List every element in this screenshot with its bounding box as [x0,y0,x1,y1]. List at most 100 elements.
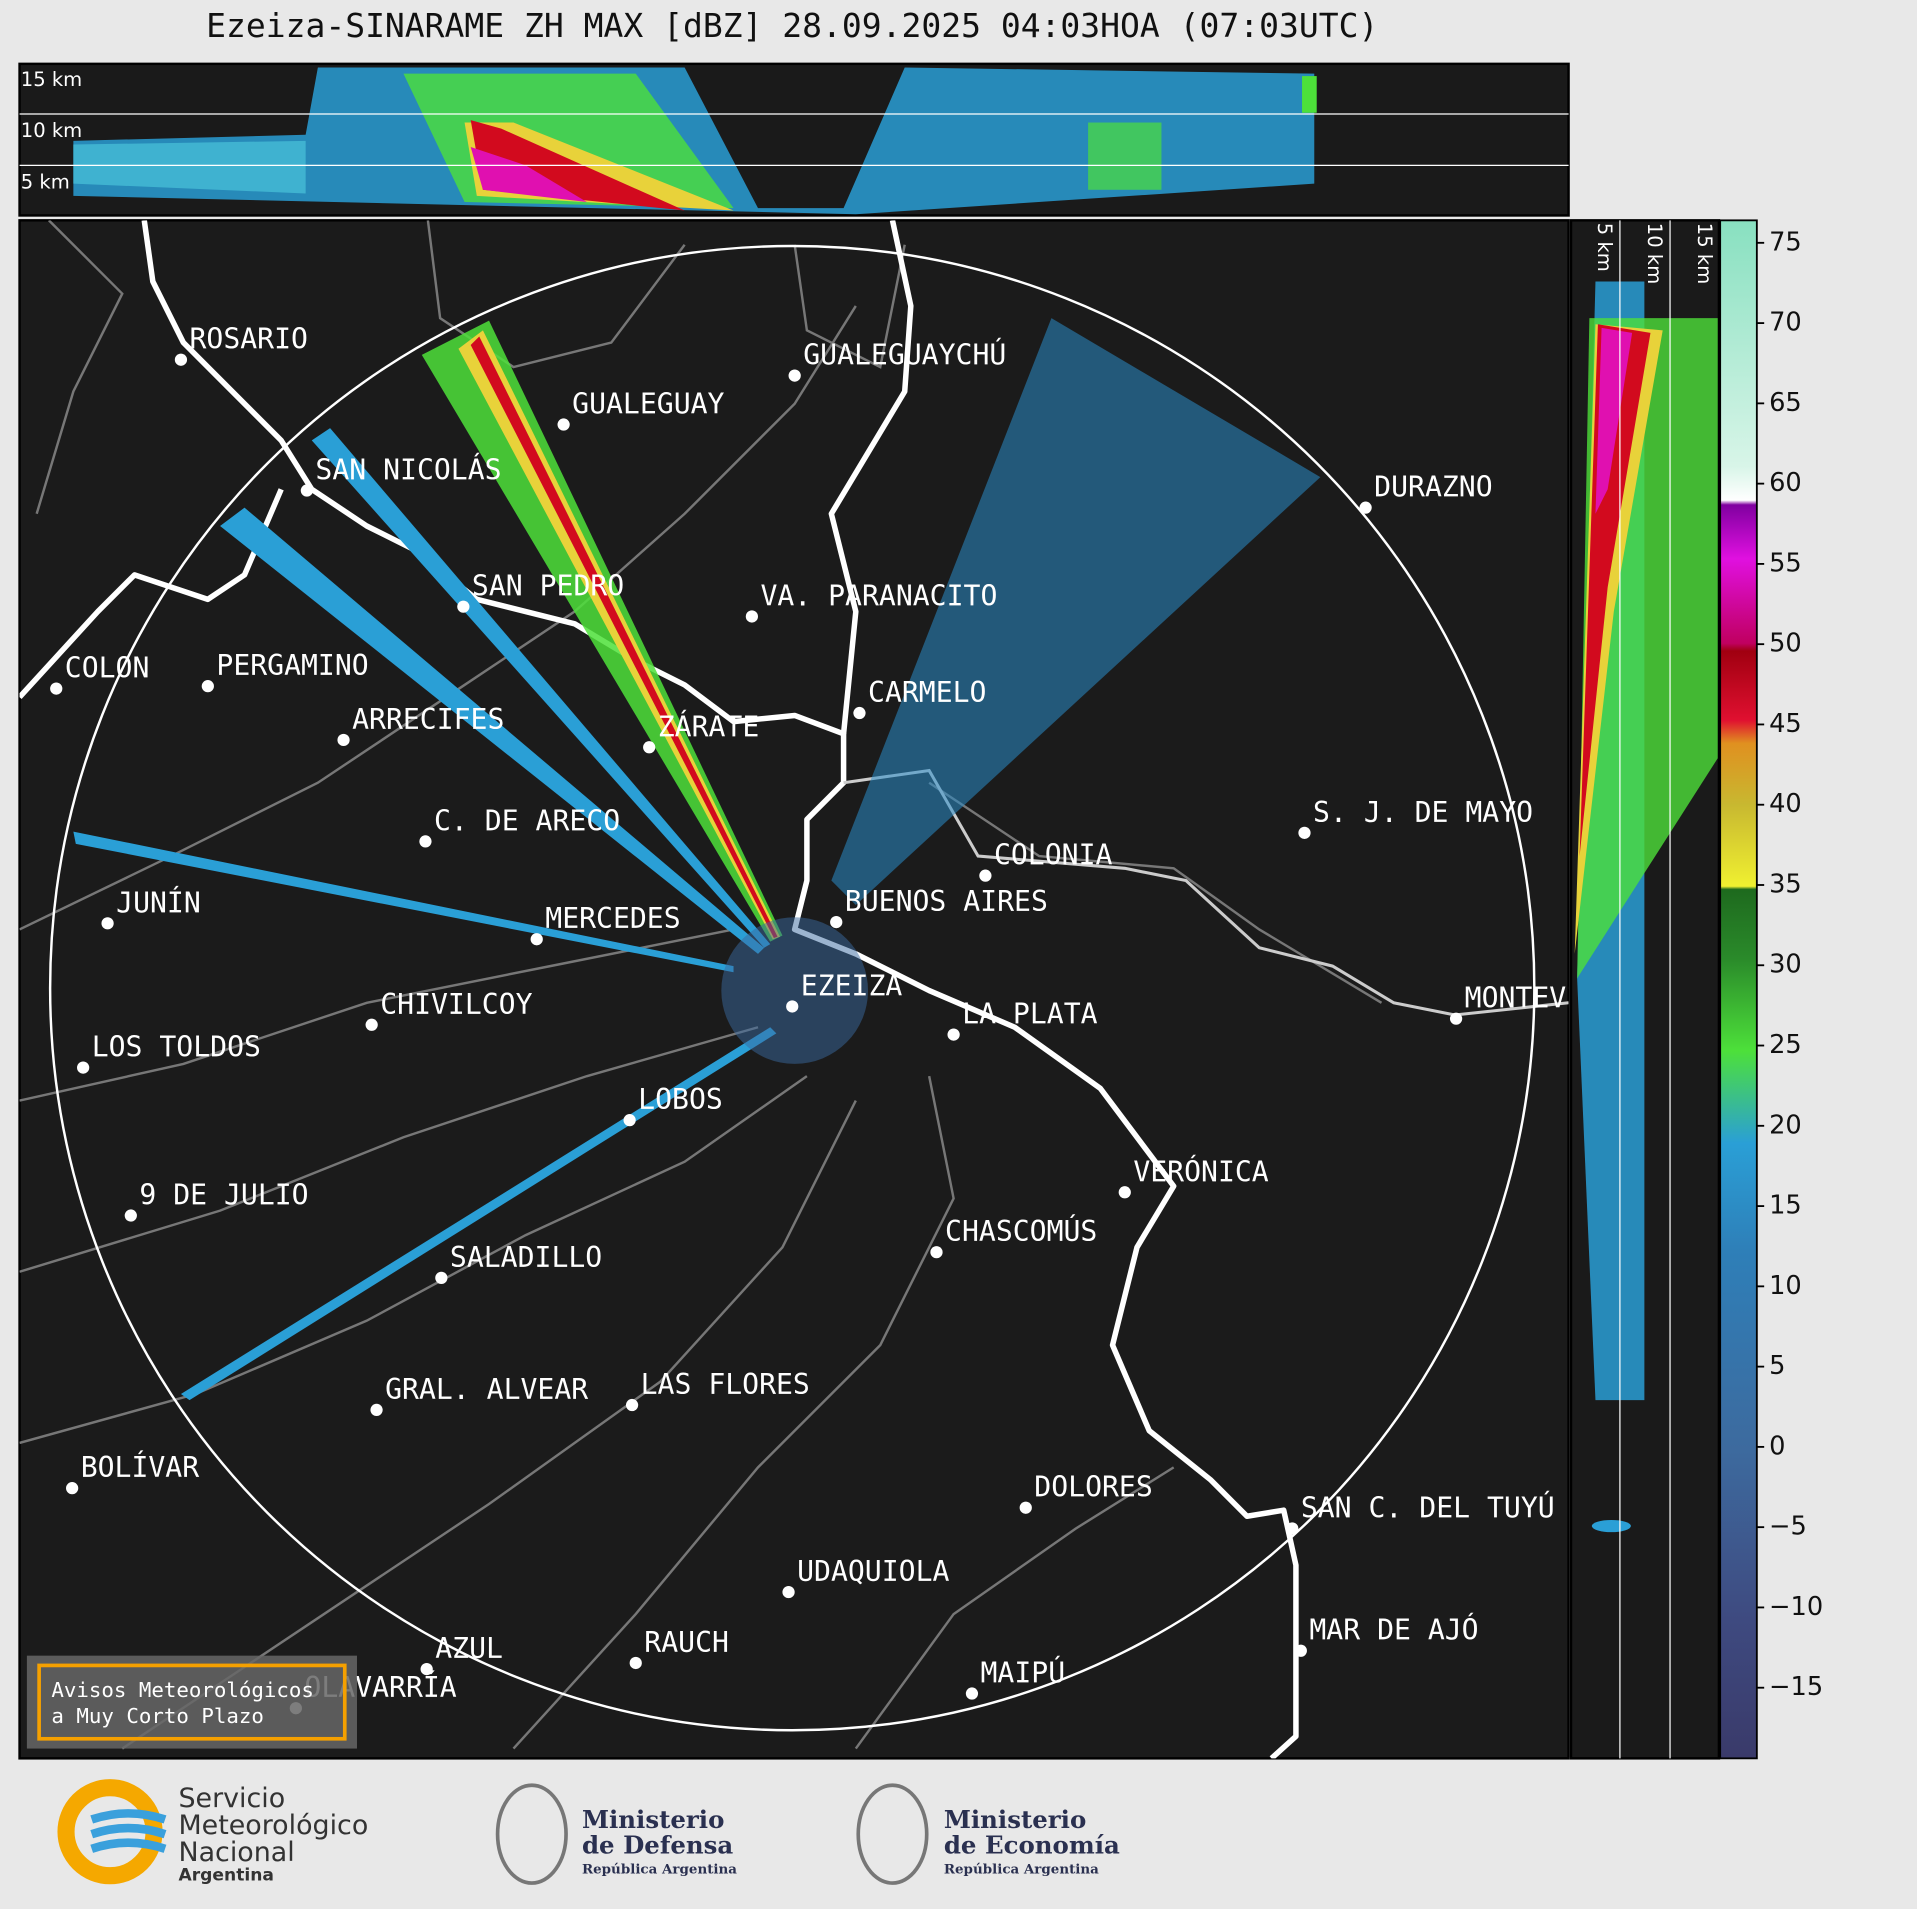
city-label: COLON [65,652,150,685]
city-dot [300,484,313,497]
title: Ezeiza-SINARAME ZH MAX [dBZ] 28.09.2025 … [206,6,1378,45]
colorbar-tick-label: 60 [1769,468,1802,498]
city-dot [50,682,63,695]
logo-text: de Defensa [582,1831,733,1860]
colorbar-tick-label: −5 [1769,1512,1807,1542]
warning-box-bg [26,1655,357,1749]
city-dot [370,1403,383,1417]
logo-text: Ministerio [582,1805,724,1834]
altitude-label: 15 km [21,68,82,91]
city-dot [457,600,470,613]
colorbar-tick-label: 75 [1769,227,1802,257]
city-dot [1286,1522,1299,1535]
logo-defensa: Ministerio de Defensa República Argentin… [495,1783,737,1885]
city-dot [174,353,188,366]
city-dot [782,1585,795,1599]
colorbar-tick-label: 10 [1769,1271,1802,1301]
colorbar-tick-label: 35 [1769,869,1802,899]
city-label: DOLORES [1034,1471,1152,1504]
city-label: SAN PEDRO [472,570,624,603]
city-label: 9 DE JULIO [139,1179,308,1212]
city-label: PERGAMINO [216,649,368,682]
city-dot [1294,1644,1307,1657]
map-layer: ROSARIO GUALEGUAYCHÚ GUALEGUAY SAN NICOLÁS D… [19,220,1634,1759]
city-label: GUALEGUAYCHÚ [803,338,1006,372]
city-label: EZEIZA [801,969,903,1002]
colorbar-tick-label: 30 [1769,950,1802,980]
city-dot [930,1246,943,1259]
boundaries [19,220,1383,1750]
colorbar-tick-label: 0 [1769,1431,1785,1461]
city-label: SAN NICOLÁS [315,453,501,487]
city-dot [830,915,843,929]
colorbar-tick-label: −10 [1769,1592,1823,1622]
city-label: VERÓNICA [1133,1154,1268,1188]
city-dot [629,1656,642,1670]
altitude-label: 15 km [1693,223,1716,284]
city-dot [66,1482,79,1495]
city-dot [77,1061,90,1074]
city-label: VA. PARANACITO [760,579,997,612]
warning-box [37,1663,347,1741]
logo-waves [90,1809,167,1853]
logo-text: Ministerio [944,1805,1086,1834]
city-dot [1449,1012,1463,1025]
city-label: ROSARIO [189,323,307,356]
logo-emblem [856,1783,929,1885]
warning-text: Avisos Meteorológicos [51,1678,314,1702]
city-label: CHASCOMÚS [945,1214,1097,1248]
city-label: BUENOS AIRES [845,885,1048,918]
city-dot [435,1271,448,1284]
coastlines [19,220,1299,1759]
colorbar-tick-label: 65 [1769,388,1802,418]
city-label: SAN C. DEL TUYÚ [1301,1490,1555,1524]
colorbar-tick-label: 70 [1769,308,1802,338]
logo-text: Nacional [178,1837,294,1868]
logo-economia: Ministerio de Economía República Argenti… [856,1783,1120,1885]
city-label: MERCEDES [545,902,680,935]
city-dot [1359,501,1372,514]
city-label: MAIPÚ [981,1656,1066,1690]
city-label: MONTEVIDEO [1465,982,1634,1015]
logo-text: de Economía [944,1831,1120,1860]
city-label: S. J. DE MAYO [1313,796,1533,829]
city-dot [788,369,801,382]
colorbar-tick-label: −15 [1769,1672,1823,1702]
city-label: LOBOS [638,1083,723,1116]
city-dot [965,1687,979,1700]
city-dot [420,1662,433,1676]
city-label: DURAZNO [1374,471,1492,504]
city-label: LAS FLORES [641,1368,810,1401]
altitude-label: 5 km [21,171,70,194]
city-dot [745,610,758,623]
city-label: C. DE ARECO [434,804,620,837]
city-dot [201,680,214,693]
echoes [73,318,1321,1401]
colorbar-tick-label: 25 [1769,1030,1802,1060]
logo-text: República Argentina [944,1861,1099,1877]
city-dot [643,741,656,754]
logo-text: Argentina [178,1866,273,1886]
colorbar-tick-label: 15 [1769,1191,1802,1221]
city-dot [101,917,114,930]
city-label: UDAQUIOLA [797,1555,949,1588]
colorbar-bar [1719,219,1758,1760]
city-label: CHIVILCOY [380,988,532,1021]
logo-text: Servicio [178,1783,285,1814]
colorbar-tick-label: 20 [1769,1110,1802,1140]
city-label: LOS TOLDOS [92,1031,261,1064]
city-label: ARRECIFES [352,703,504,736]
colorbar-tick-label: 5 [1769,1351,1785,1381]
city-label: RAUCH [644,1626,729,1659]
city-dot [623,1114,636,1127]
city-label: MAR DE AJÓ [1309,1613,1478,1647]
colorbar-tick-label: 50 [1769,629,1802,659]
altitude-label: 10 km [1643,223,1666,284]
city-label: GRAL. ALVEAR [385,1373,588,1406]
logo-emblem [495,1783,568,1885]
city-dot [530,933,543,946]
city-label: JUNÍN [116,885,201,919]
city-label: BOLÍVAR [81,1450,200,1484]
city-dot [853,706,866,720]
